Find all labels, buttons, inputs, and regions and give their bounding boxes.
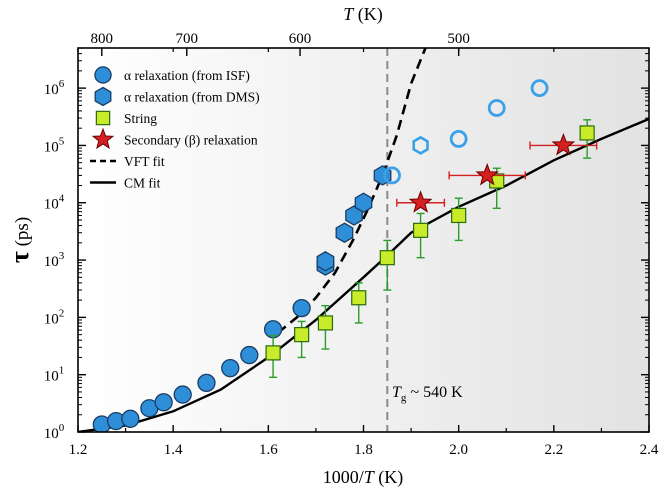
data-point-open-circle <box>449 130 468 148</box>
data-point-hexagon <box>354 192 373 213</box>
cm-fit-line <box>78 117 649 432</box>
x-tick-label: 1.4 <box>164 442 183 458</box>
y-axis-title: τ (ps) <box>5 217 34 263</box>
legend: α relaxation (from ISF) α relaxation (fro… <box>90 66 260 191</box>
x-tick-label: 1.6 <box>259 442 278 458</box>
top-tick-label: 700 <box>176 31 199 47</box>
data-point-open-hexagon <box>412 135 429 155</box>
legend-marker-square <box>95 110 111 126</box>
y-tick-label: 102 <box>44 307 65 327</box>
legend-item: VFT fit <box>90 154 165 169</box>
data-point-square <box>451 207 467 224</box>
data-point-square <box>351 290 367 306</box>
data-point-square <box>265 345 281 361</box>
data-point-circle <box>240 345 259 365</box>
top-axis-title: T (K) <box>343 4 383 25</box>
data-point-circle <box>197 373 216 393</box>
x-tick-label: 2.2 <box>544 442 563 458</box>
y-tick-label: 100 <box>44 422 65 442</box>
legend-item: Secondary (β) relaxation <box>91 127 258 150</box>
plot-frame <box>77 47 650 433</box>
legend-label: α relaxation (from ISF) <box>124 68 250 83</box>
data-point-square <box>317 315 334 331</box>
data-point-circle <box>221 359 240 378</box>
legend-label: String <box>124 111 157 126</box>
data-point-square <box>579 125 595 141</box>
legend-label: Secondary (β) relaxation <box>124 133 258 148</box>
data-point-hexagon <box>316 251 335 272</box>
y-tick-label: 105 <box>44 135 65 155</box>
tg-annotation: Tg ~ 540 K <box>392 384 463 404</box>
legend-label: CM fit <box>124 176 161 191</box>
legend-marker-hexagon <box>94 86 112 107</box>
series-open-circle <box>383 79 549 185</box>
x-tick-label: 1.2 <box>69 442 88 458</box>
data-point-circle <box>173 385 192 404</box>
legend-item: CM fit <box>90 176 161 191</box>
y-tick-label: 106 <box>44 78 65 98</box>
top-tick-label: 500 <box>447 31 470 47</box>
y-tick-label: 104 <box>44 193 65 213</box>
data-point-square <box>413 222 429 238</box>
legend-marker-star <box>91 127 115 150</box>
series-star <box>396 132 598 213</box>
data-point-open-circle <box>487 99 506 117</box>
series-circle <box>92 298 311 432</box>
y-tick-label: 101 <box>44 365 65 385</box>
data-point-circle <box>154 393 173 412</box>
top-tick-label: 800 <box>91 31 114 47</box>
data-point-star <box>551 132 576 156</box>
data-point-circle <box>292 298 311 318</box>
data-point-square <box>379 250 395 266</box>
data-point-circle <box>121 409 140 428</box>
data-point-star <box>408 190 433 213</box>
data-point-open-circle <box>530 79 549 98</box>
legend-item: α relaxation (from DMS) <box>94 86 260 107</box>
legend-label: α relaxation (from DMS) <box>124 90 260 105</box>
legend-item: α relaxation (from ISF) <box>94 66 250 84</box>
x-tick-label: 1.8 <box>354 442 373 458</box>
x-tick-label: 2.0 <box>449 442 468 458</box>
data-point-star <box>475 162 500 186</box>
plot-background <box>78 48 649 432</box>
legend-label: VFT fit <box>124 154 165 169</box>
y-tick-label: 103 <box>44 250 65 270</box>
legend-marker-circle <box>94 66 112 84</box>
x-tick-label: 2.4 <box>640 442 659 458</box>
plot-area <box>78 48 649 432</box>
x-axis-title: 1000/T (K) <box>323 467 404 488</box>
legend-item: String <box>95 110 157 126</box>
data-point-square <box>294 327 310 343</box>
data-point-open-circle <box>383 166 401 185</box>
top-tick-label: 600 <box>289 31 312 47</box>
series-open-hexagon <box>412 135 429 155</box>
data-point-hexagon <box>335 222 354 243</box>
